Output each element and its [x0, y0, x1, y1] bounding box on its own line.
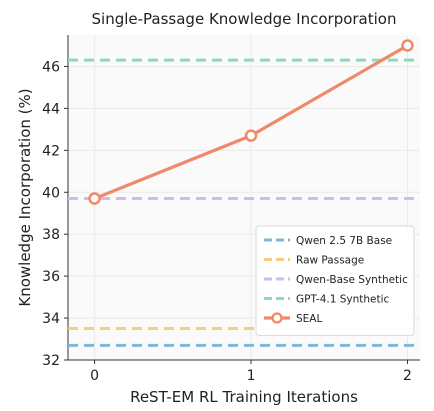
data-point [88, 192, 101, 205]
x-tick-label: 1 [247, 368, 256, 384]
axes: 32 34 36 38 40 42 44 46 0 1 2 [42, 35, 420, 384]
legend-label: Qwen-Base Synthetic [296, 274, 408, 286]
legend-label: Qwen 2.5 7B Base [296, 235, 392, 247]
data-point [244, 129, 258, 142]
chart-title: Single-Passage Knowledge Incorporation [92, 10, 397, 28]
legend: Qwen 2.5 7B Base Raw Passage Qwen-Base Syn… [255, 225, 415, 336]
x-axis-label: ReST-EM RL Training Iterations [130, 388, 358, 406]
y-tick-label: 32 [42, 353, 60, 369]
y-tick-label: 46 [42, 59, 60, 75]
y-tick-label: 34 [42, 311, 60, 327]
y-tick-label: 44 [42, 101, 60, 117]
legend-box [255, 225, 415, 336]
legend-marker [271, 312, 283, 324]
y-tick-label: 42 [42, 143, 60, 159]
data-point [401, 39, 414, 52]
x-tick-label: 2 [403, 368, 412, 384]
legend-label: GPT-4.1 Synthetic [296, 294, 390, 306]
y-axis-label: Knowledge Incorporation (%) [16, 88, 34, 306]
y-tick-label: 38 [42, 227, 60, 243]
legend-label: Raw Passage [296, 255, 364, 267]
series-lines [88, 39, 414, 205]
legend-label: SEAL [296, 313, 322, 325]
x-tick-label: 0 [90, 368, 99, 384]
y-tick-label: 36 [42, 269, 60, 285]
y-tick-label: 40 [42, 185, 60, 201]
